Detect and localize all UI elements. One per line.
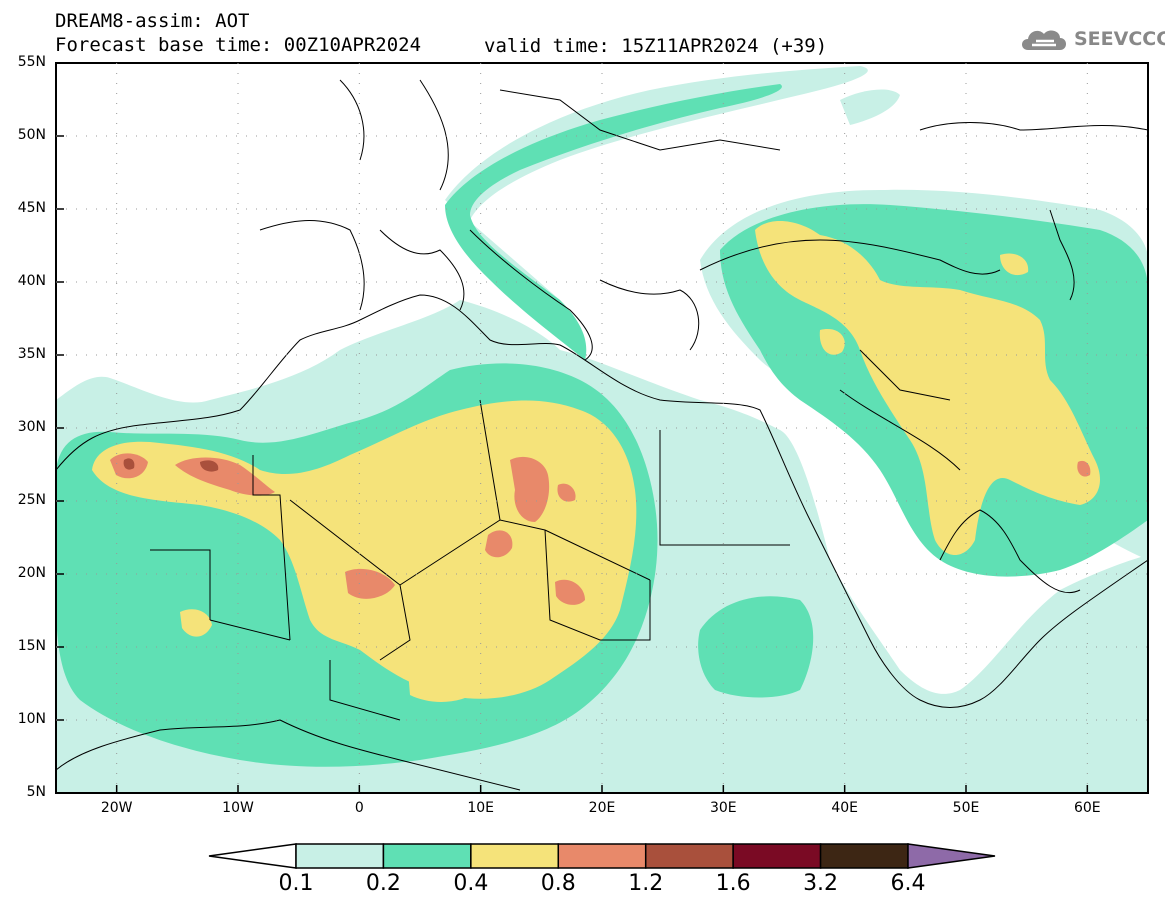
colorbar-swatch bbox=[819, 843, 909, 869]
cloud-icon bbox=[1022, 30, 1066, 50]
lat-label: 55N bbox=[17, 54, 46, 70]
colorbar-label: 1.6 bbox=[715, 871, 751, 896]
colorbar-label: 1.2 bbox=[628, 871, 664, 896]
forecast-base-time: Forecast base time: 00Z10APR2024 bbox=[55, 34, 422, 56]
colorbar-swatch bbox=[470, 843, 560, 869]
colorbar bbox=[208, 843, 996, 869]
lat-label: 40N bbox=[17, 273, 46, 289]
lon-label: 20W bbox=[100, 800, 133, 816]
colorbar-label: 0.2 bbox=[365, 871, 401, 896]
lat-label: 20N bbox=[17, 565, 46, 581]
chart-title: DREAM8-assim: AOT bbox=[55, 10, 250, 32]
lon-label: 10W bbox=[222, 800, 254, 816]
lat-label: 10N bbox=[17, 711, 46, 727]
aot-level-1-2 bbox=[123, 458, 219, 472]
colorbar-label: 0.1 bbox=[278, 871, 314, 896]
lon-label: 60E bbox=[1073, 800, 1101, 816]
lon-label: 40E bbox=[831, 800, 858, 816]
logo-text: SEEVCCC bbox=[1074, 28, 1165, 50]
axis-ticks bbox=[56, 62, 1089, 794]
lon-label: 0 bbox=[354, 800, 364, 816]
colorbar-swatch bbox=[557, 843, 647, 869]
lat-label: 25N bbox=[17, 492, 46, 508]
colorbar-swatch bbox=[295, 843, 385, 869]
lat-label: 50N bbox=[17, 127, 46, 143]
lon-label: 50E bbox=[952, 800, 980, 816]
colorbar-label: 6.4 bbox=[890, 871, 926, 896]
colorbar-swatch bbox=[382, 843, 472, 869]
colorbar-low-arrow bbox=[208, 843, 297, 869]
lon-label: 30E bbox=[709, 800, 737, 816]
colorbar-swatch bbox=[644, 843, 734, 869]
lat-label: 5N bbox=[26, 784, 46, 800]
lat-label: 35N bbox=[17, 346, 46, 362]
valid-time: valid time: 15Z11APR2024 (+39) bbox=[484, 35, 828, 57]
coastlines bbox=[56, 79, 1148, 791]
graticule bbox=[56, 63, 1148, 793]
colorbar-label: 0.8 bbox=[540, 871, 576, 896]
colorbar-swatch bbox=[732, 843, 822, 869]
lon-label: 10E bbox=[467, 800, 494, 816]
lat-label: 15N bbox=[17, 638, 46, 654]
lon-label: 20E bbox=[588, 800, 616, 816]
colorbar-label: 3.2 bbox=[803, 871, 839, 896]
colorbar-label: 0.4 bbox=[453, 871, 489, 896]
aot-shading bbox=[56, 66, 1148, 793]
lat-label: 30N bbox=[17, 419, 46, 435]
seevccc-logo: SEEVCCC bbox=[1018, 24, 1165, 54]
lat-label: 45N bbox=[17, 200, 46, 216]
colorbar-high-arrow bbox=[907, 843, 996, 869]
